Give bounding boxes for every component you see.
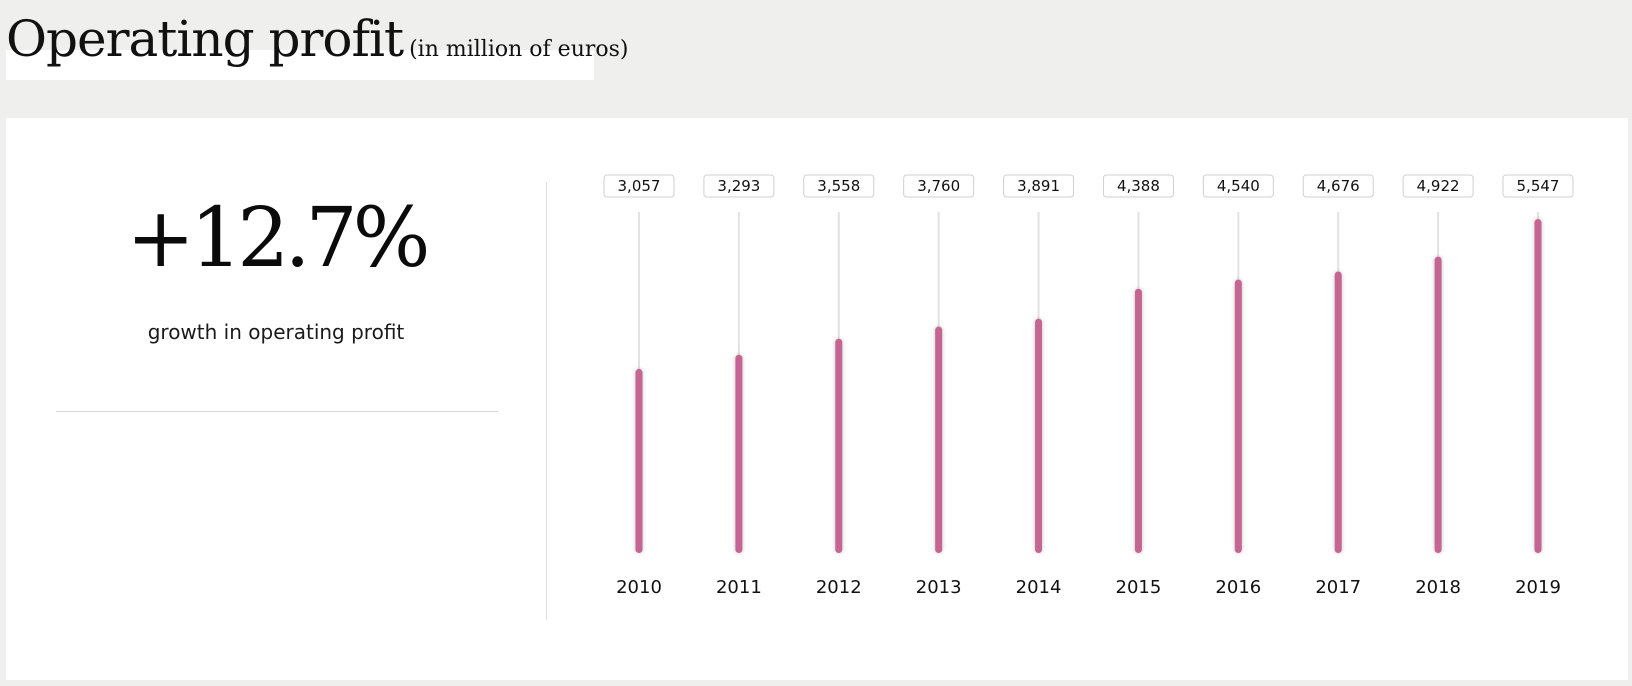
value-label-box [603,174,675,198]
value-label-2015: 4,388 [1117,177,1160,195]
year-label-2013: 2013 [916,577,962,598]
year-label-2012: 2012 [816,577,862,598]
page-title: Operating profit (in million of euros) [6,14,629,64]
year-label-2019: 2019 [1515,577,1561,598]
value-label-box [1003,174,1075,198]
bar-2019 [1534,219,1542,553]
bar-2012 [835,338,843,553]
bar-2015 [1134,288,1142,553]
year-label-2014: 2014 [1016,577,1062,598]
value-label-2017: 4,676 [1317,177,1360,195]
value-label-2013: 3,760 [917,177,960,195]
section-divider [546,182,547,620]
year-label-2018: 2018 [1415,577,1461,598]
bar-2016 [1234,279,1242,553]
year-label-2016: 2016 [1215,577,1261,598]
bar-2018 [1434,256,1442,553]
kpi-divider [56,411,498,412]
value-label-2011: 3,293 [717,177,760,195]
value-label-2016: 4,540 [1217,177,1260,195]
bar-2017 [1334,271,1342,553]
bar-2013 [935,326,943,553]
value-label-2012: 3,558 [817,177,860,195]
page-title-unit: (in million of euros) [409,37,629,62]
value-label-box [1402,174,1474,198]
value-label-2014: 3,891 [1017,177,1060,195]
bar-2014 [1035,318,1043,553]
value-label-box [1502,174,1574,198]
page-title-text: Operating profit [6,10,404,68]
chart-panel: +12.7% growth in operating profit 3,057 2… [6,118,1628,680]
title-highlight [6,50,594,80]
operating-profit-chart: 3,057 2010 3,293 2011 3,558 2012 3,760 2013 3,89… [603,174,1574,598]
year-label-2010: 2010 [616,577,662,598]
value-label-box [703,174,775,198]
value-label-2010: 3,057 [618,177,661,195]
bar-2011 [735,354,743,553]
growth-label: growth in operating profit [147,320,405,344]
growth-value: +12.7% [126,191,430,286]
year-label-2011: 2011 [716,577,762,598]
value-label-2019: 5,547 [1517,177,1560,195]
value-label-2018: 4,922 [1417,177,1460,195]
value-label-box [1202,174,1274,198]
value-label-box [903,174,975,198]
bar-2010 [635,368,643,553]
value-label-box [1102,174,1174,198]
year-label-2015: 2015 [1116,577,1162,598]
value-label-box [803,174,875,198]
value-label-box [1302,174,1374,198]
year-label-2017: 2017 [1315,577,1361,598]
